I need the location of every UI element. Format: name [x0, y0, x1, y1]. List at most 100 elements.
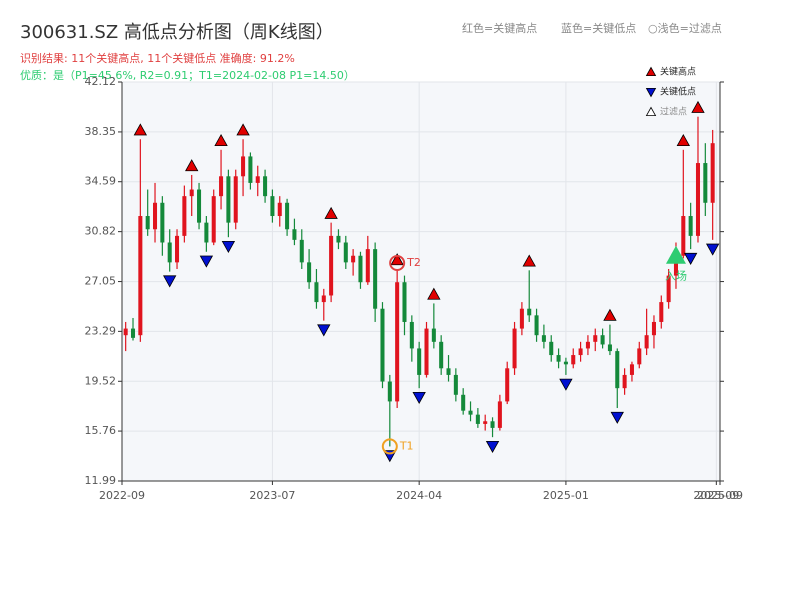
candle-body: [534, 315, 539, 336]
marker: [214, 133, 228, 147]
candle-body: [226, 176, 231, 223]
y-tick-label: 42.12: [85, 75, 117, 88]
candle-body: [439, 341, 444, 369]
candle-body: [204, 222, 209, 243]
candle-body: [688, 216, 693, 236]
candle-body: [255, 176, 260, 183]
candle-body: [571, 355, 576, 365]
candle-body: [182, 196, 187, 236]
candle-body: [497, 401, 502, 428]
candle-body: [461, 394, 466, 411]
candle-body: [629, 364, 634, 375]
candle-body: [483, 421, 488, 424]
candle-body: [468, 410, 473, 415]
x-tick-label: 2025-09: [697, 489, 743, 502]
marker: [676, 133, 690, 147]
candle-body: [270, 196, 275, 217]
candle-body: [189, 189, 194, 197]
candle-body: [380, 308, 385, 382]
annotation-label: 入场: [665, 269, 687, 283]
marker: [236, 123, 250, 136]
annotation-label: T1: [399, 439, 414, 452]
marker: [412, 391, 426, 404]
candle-body: [600, 335, 605, 345]
candle-body: [292, 229, 297, 240]
candle-body: [145, 216, 150, 230]
candle-body: [651, 321, 656, 336]
candle-body: [549, 341, 554, 356]
candle-body: [197, 189, 202, 223]
marker: [390, 253, 404, 266]
y-tick-label: 38.35: [85, 125, 117, 138]
candle-body: [431, 328, 436, 342]
legend-label: 过滤点: [660, 106, 687, 118]
x-tick-label: 2023-07: [249, 489, 295, 502]
candle-body: [710, 143, 715, 203]
y-tick-label: 27.05: [85, 275, 117, 288]
candle-body: [585, 341, 590, 349]
marker: [522, 254, 536, 267]
candle-body: [365, 249, 370, 283]
x-tick-label: 2022-09: [99, 489, 145, 502]
candle-body: [490, 421, 495, 428]
candle-body: [160, 202, 165, 243]
marker: [559, 378, 573, 391]
candle-body: [285, 202, 290, 230]
marker: [705, 243, 720, 256]
candle-body: [299, 239, 304, 263]
candle-body: [519, 308, 524, 329]
y-tick-label: 30.82: [85, 225, 117, 238]
marker: [691, 100, 705, 113]
candle-body: [336, 235, 341, 243]
marker: [603, 308, 617, 321]
candle-body: [673, 255, 678, 276]
candle-body: [703, 163, 708, 203]
candle-body: [424, 328, 429, 375]
header-legend: 红色=关键高点: [462, 21, 537, 35]
candle-body: [248, 156, 253, 183]
annotation-marker: [665, 245, 686, 264]
candle-body: [233, 176, 238, 223]
candle-body: [622, 374, 627, 389]
candle-body: [138, 216, 143, 336]
marker: [185, 159, 199, 172]
candle-body: [373, 249, 378, 309]
y-tick-label: 19.52: [85, 374, 117, 387]
marker: [221, 241, 236, 254]
candle-body: [666, 275, 671, 303]
marker: [163, 275, 177, 288]
candle-body: [314, 282, 319, 303]
candle-body: [578, 348, 583, 356]
candle-body: [512, 328, 517, 369]
y-tick-label: 34.59: [85, 175, 117, 188]
candle-body: [263, 176, 268, 197]
annotation-label: T2: [406, 256, 421, 269]
candle-body: [556, 355, 561, 362]
candle-body: [409, 321, 414, 349]
marker: [427, 287, 441, 300]
candle-body: [343, 242, 348, 263]
candle-body: [130, 328, 136, 338]
legend-label: 关键高点: [660, 66, 696, 78]
candle-body: [402, 282, 407, 322]
y-tick-label: 11.99: [85, 474, 117, 487]
chart-title: 300631.SZ 高低点分析图（周K线图）: [20, 22, 334, 43]
candle-body: [387, 381, 392, 402]
candle-body: [446, 368, 451, 375]
candle-body: [211, 196, 216, 243]
candle-body: [659, 302, 664, 322]
candle-body: [541, 335, 546, 342]
candle-body: [417, 348, 422, 375]
candle-body: [219, 176, 224, 197]
legend-marker: [645, 106, 657, 116]
candle-body: [358, 255, 363, 283]
candle-body: [563, 361, 568, 365]
candle-body: [644, 335, 649, 349]
header-legend: ○浅色=过滤点: [648, 21, 722, 35]
marker: [317, 324, 331, 337]
marker: [199, 255, 214, 268]
candle-body: [607, 344, 612, 352]
legend-marker: [645, 66, 657, 76]
